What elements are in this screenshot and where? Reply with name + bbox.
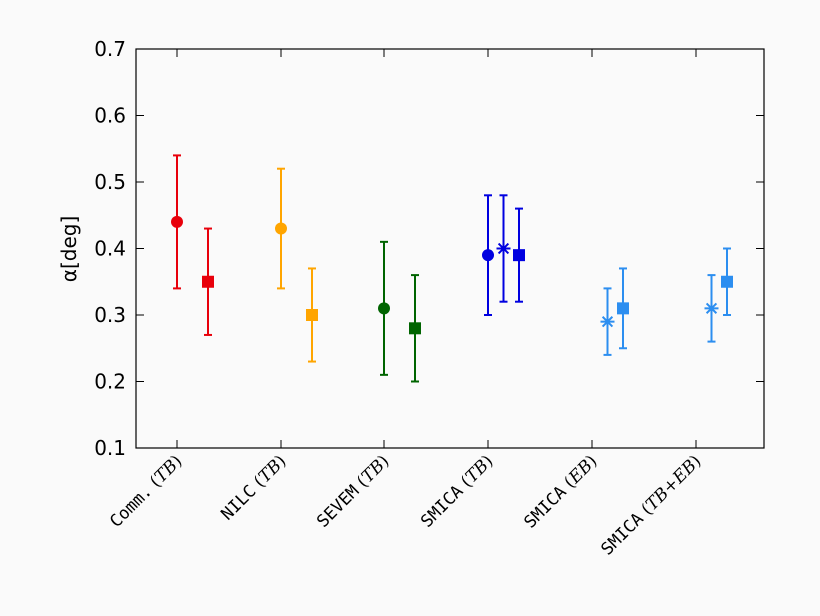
x-tick-label: Comm. (TB): [106, 451, 186, 531]
x-tick-label: SMICA (EB): [520, 451, 601, 532]
data-point-square: [409, 274, 421, 383]
data-points: [171, 154, 733, 383]
square-marker: [513, 249, 525, 262]
data-point-square: [202, 227, 214, 336]
x-tick-label: SEVEM (TB): [313, 451, 393, 531]
y-tick-label: 0.2: [94, 370, 126, 394]
circle-marker: [171, 215, 183, 228]
x-tick-label: SMICA (TB): [417, 451, 497, 531]
data-point-star: [496, 194, 511, 303]
y-tick-label: 0.3: [94, 303, 126, 327]
circle-marker: [482, 249, 494, 262]
data-point-circle: [275, 167, 287, 290]
square-marker: [617, 302, 629, 315]
data-point-square: [306, 267, 318, 363]
x-axis-ticks: Comm. (TB) NILC (TB) SEVEM (TB) SMICA (TB) S…: [106, 49, 706, 559]
y-tick-label: 0.1: [94, 436, 126, 460]
circle-marker: [378, 302, 390, 315]
y-axis-ticks: 0.1 0.2 0.3 0.4 0.5 0.6 0.7: [94, 37, 764, 460]
y-tick-label: 0.4: [94, 237, 126, 261]
data-point-circle: [482, 194, 494, 316]
star-marker-d2: [497, 242, 510, 255]
data-point-square: [513, 207, 525, 303]
data-point-square: [721, 247, 733, 316]
plot-frame: [135, 48, 765, 449]
y-tick-label: 0.7: [94, 37, 126, 61]
data-point-circle: [378, 240, 390, 376]
data-point-star: [600, 287, 615, 356]
circle-marker: [275, 222, 287, 235]
data-point-circle: [171, 154, 183, 290]
x-tick-label: NILC (TB): [217, 451, 290, 524]
square-marker: [721, 275, 733, 288]
y-axis-label: α[deg]: [57, 216, 81, 282]
data-point-star: [704, 274, 719, 343]
category-spectrum: TB+EB: [642, 456, 701, 515]
square-marker: [409, 322, 421, 335]
data-point-square: [617, 267, 629, 350]
star-marker-d2: [601, 316, 614, 328]
x-tick-label: SMICA (TB+EB): [597, 451, 705, 559]
y-tick-label: 0.6: [94, 104, 126, 128]
square-marker: [306, 309, 318, 321]
square-marker: [202, 275, 214, 288]
y-tick-label: 0.5: [94, 170, 126, 194]
star-marker-d2: [705, 302, 718, 314]
